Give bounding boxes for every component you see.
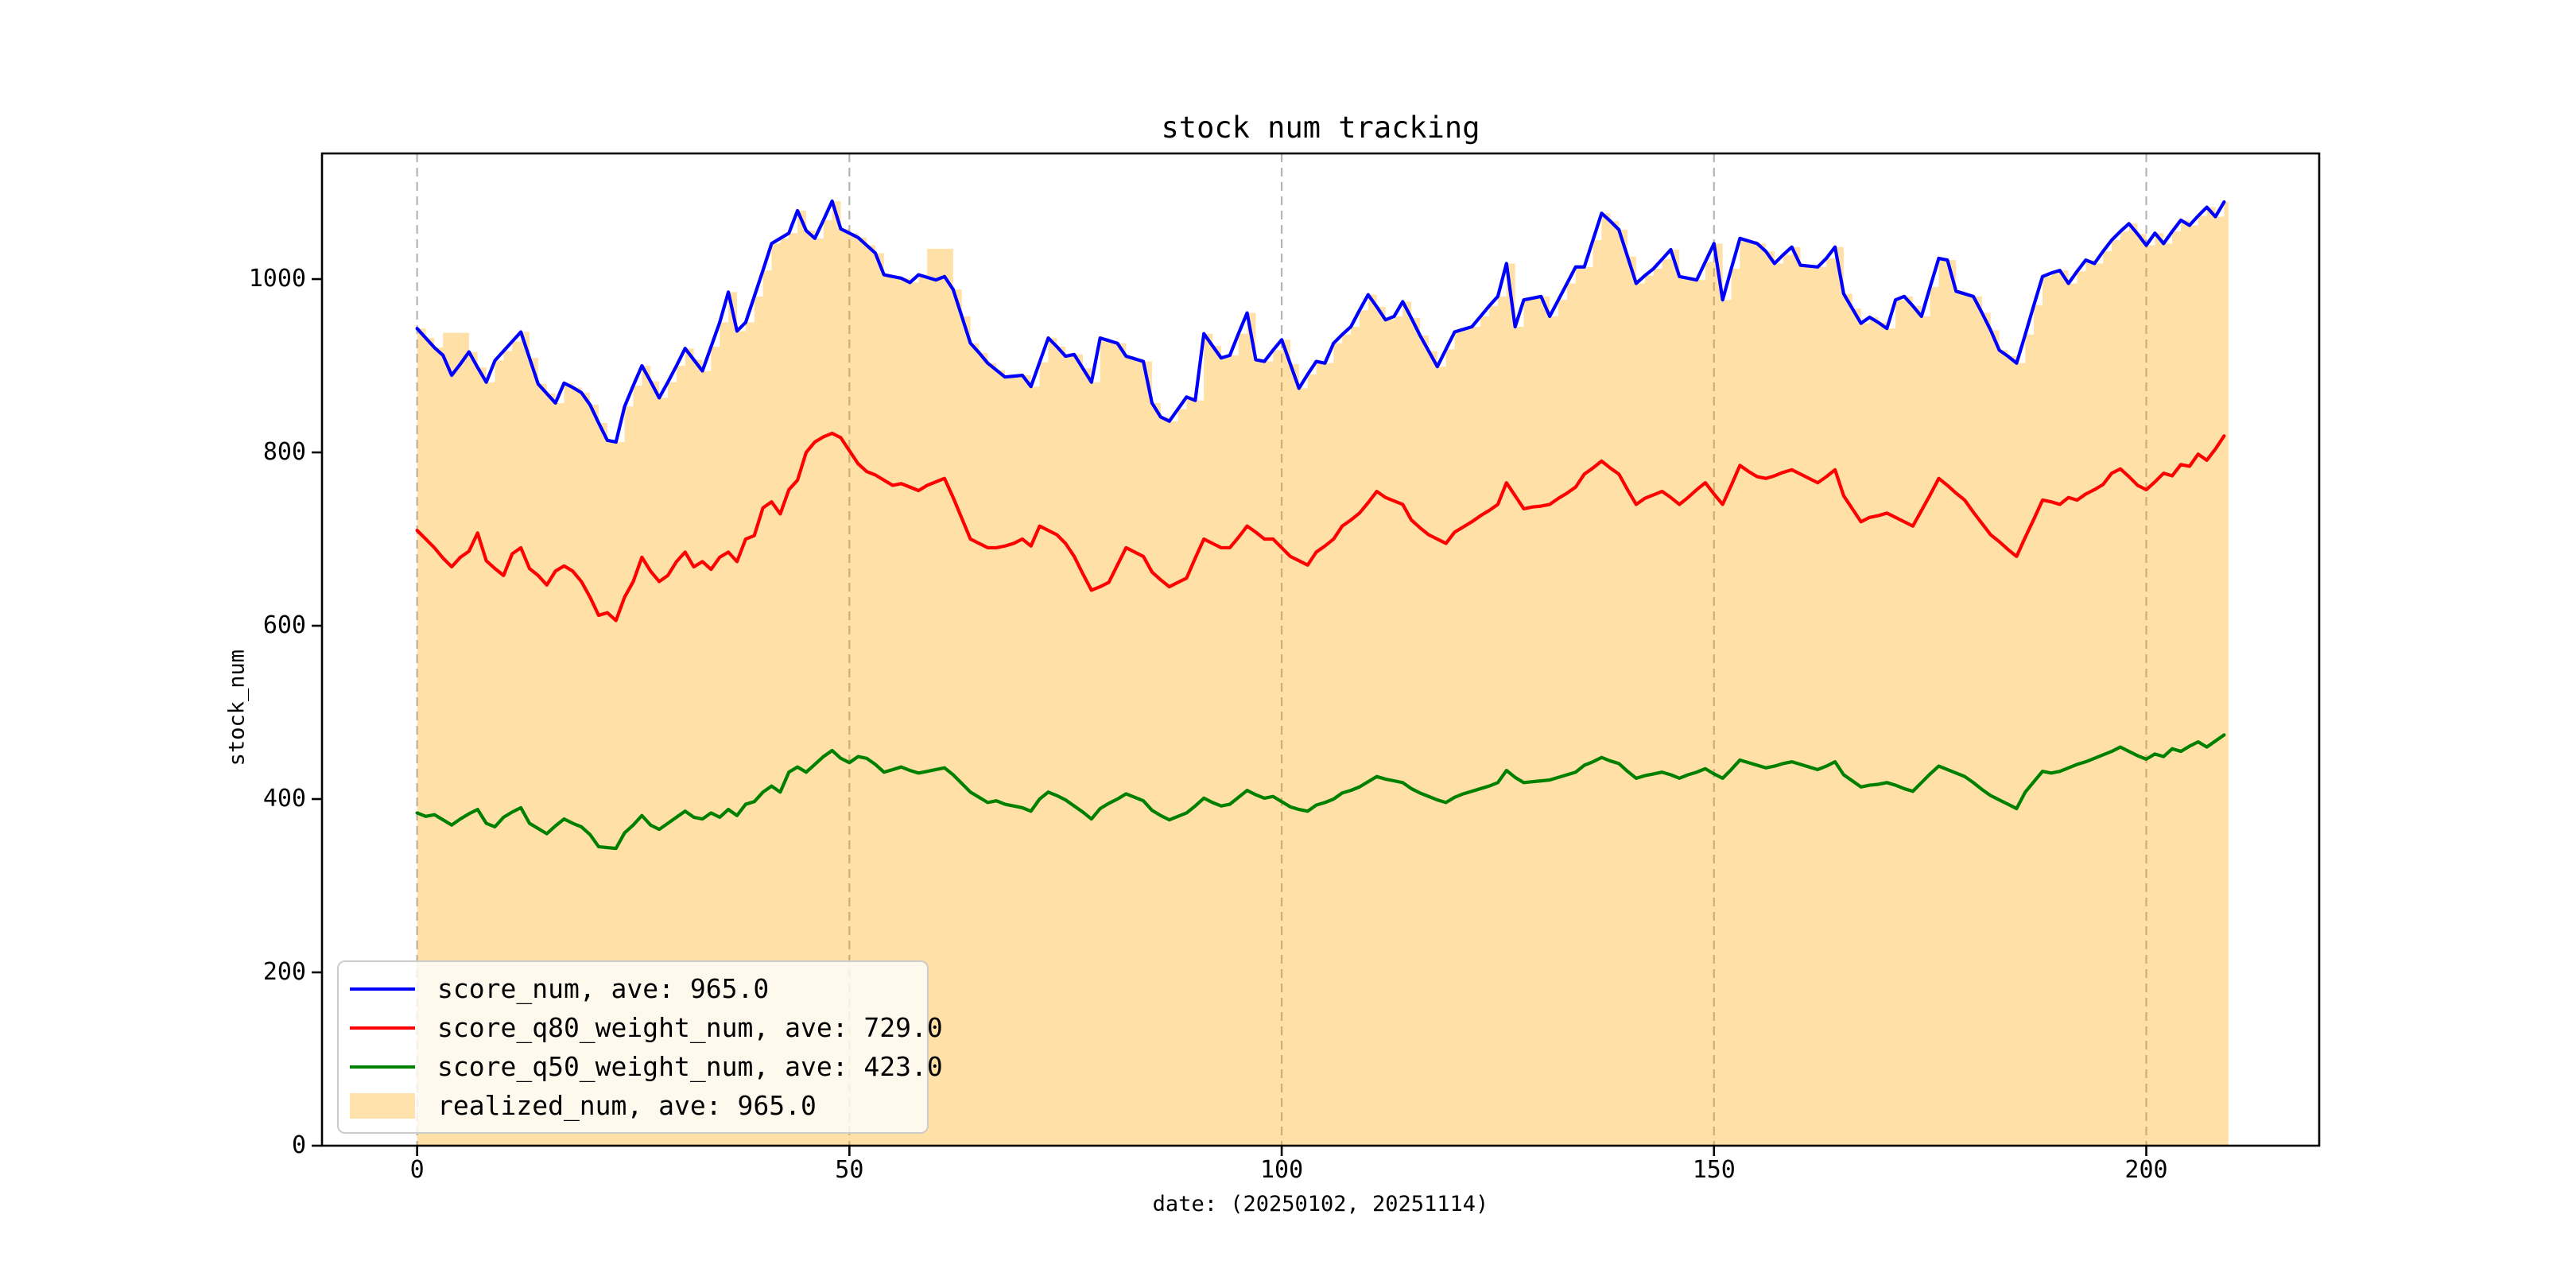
- legend-item-score-q50-weight-num: score_q50_weight_num, ave: 423.0: [350, 1047, 943, 1086]
- legend-patch-sample-orange: [350, 1092, 415, 1119]
- x-axis-label: date: (20250102, 20251114): [1152, 1192, 1489, 1216]
- x-tick-label-150: 150: [1692, 1156, 1736, 1184]
- y-tick-label-600: 600: [262, 611, 306, 640]
- legend-label: score_num, ave: 965.0: [437, 973, 770, 1004]
- x-tick-label-50: 50: [835, 1156, 864, 1184]
- y-tick-label-400: 400: [262, 785, 306, 813]
- legend-label: score_q80_weight_num, ave: 729.0: [437, 1012, 943, 1043]
- legend-line-sample-red: [350, 1026, 415, 1030]
- legend-label: score_q50_weight_num, ave: 423.0: [437, 1051, 943, 1082]
- legend-line-sample-green: [350, 1065, 415, 1069]
- x-tick-label-0: 0: [409, 1156, 425, 1184]
- x-tick-label-100: 100: [1259, 1156, 1304, 1184]
- legend-item-score-q80-weight-num: score_q80_weight_num, ave: 729.0: [350, 1008, 943, 1047]
- legend: score_num, ave: 965.0 score_q80_weight_n…: [337, 960, 943, 1134]
- y-tick-label-800: 800: [262, 438, 306, 467]
- series-area-realized-num: [417, 200, 2229, 1146]
- y-tick-label-0: 0: [291, 1131, 306, 1159]
- x-tick-label-200: 200: [2124, 1156, 2168, 1184]
- y-tick-label-1000: 1000: [248, 265, 306, 293]
- legend-item-score-num: score_num, ave: 965.0: [350, 969, 927, 1008]
- legend-label: realized_num, ave: 965.0: [437, 1090, 817, 1121]
- series-line-score_num: [415, 199, 2226, 444]
- legend-line-sample-blue: [350, 987, 415, 991]
- y-tick-label-200: 200: [262, 958, 306, 986]
- series-line-score_q80_weight_num: [415, 431, 2226, 623]
- y-axis-label-text: stock_num: [224, 650, 249, 766]
- chart-title: stock num tracking: [1161, 111, 1480, 145]
- legend-item-realized-num: realized_num, ave: 965.0: [350, 1086, 927, 1125]
- plot-border: [320, 152, 2321, 1147]
- series-line-score_q50_weight_num: [415, 733, 2226, 851]
